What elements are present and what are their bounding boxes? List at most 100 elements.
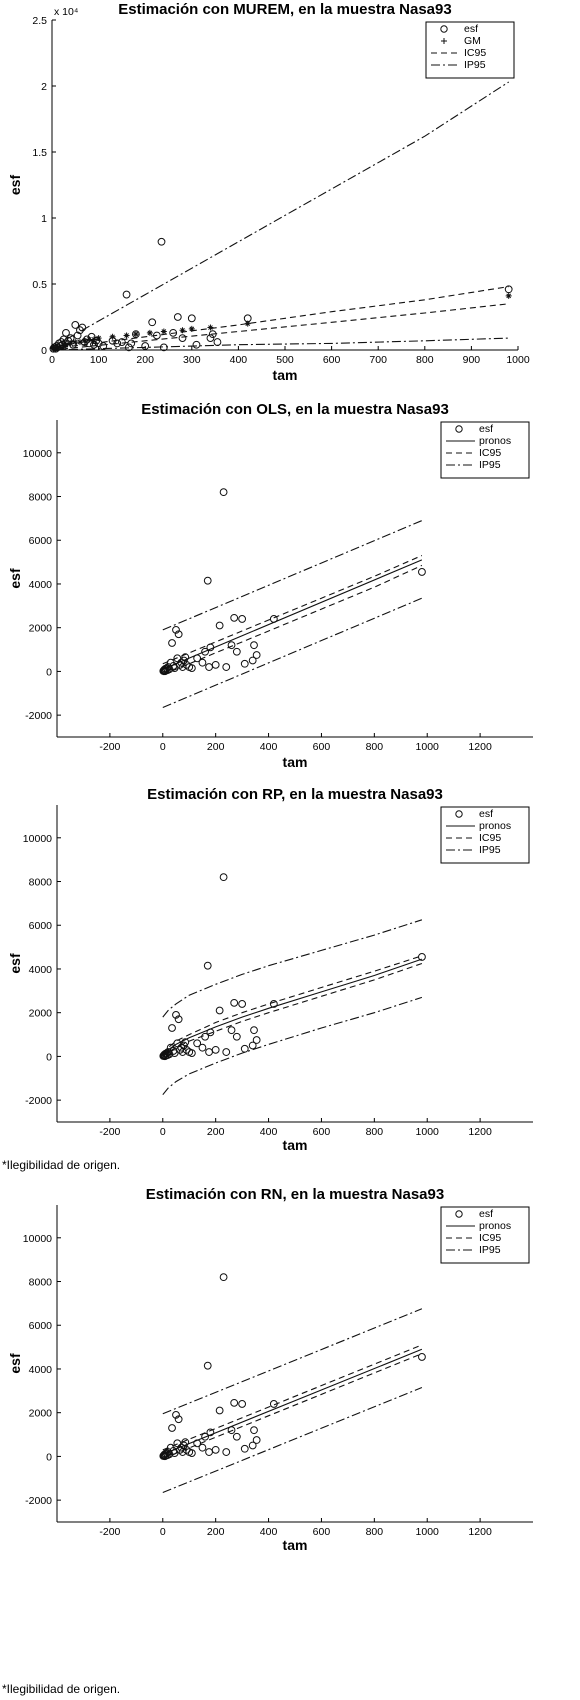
chart-rp-panel: Estimación con RP, en la muestra Nasa93 -…	[0, 777, 580, 1160]
y-tick-label: 8000	[29, 877, 53, 889]
data-point-esf	[215, 621, 224, 630]
y-tick-label: 0	[46, 1051, 52, 1063]
data-point-esf	[269, 1000, 278, 1008]
x-axis-label: tam	[283, 1137, 308, 1153]
chart-murem-panel: Estimación con MUREM, en la muestra Nasa…	[0, 0, 580, 392]
legend-label: IP95	[479, 1244, 501, 1256]
data-point-esf	[157, 237, 166, 246]
y-axis-label: esf	[7, 568, 23, 589]
data-point-esf	[148, 318, 157, 327]
data-point-esf	[174, 630, 183, 639]
data-point-gm	[132, 331, 139, 338]
data-point-esf	[174, 1415, 183, 1424]
x-tick-label: 700	[369, 354, 387, 366]
data-point-esf	[122, 290, 131, 299]
y-tick-label: 1.5	[32, 147, 47, 159]
series-line-ic95	[162, 554, 423, 665]
data-point-esf	[219, 488, 228, 497]
legend-box	[425, 21, 515, 79]
data-point-esf	[205, 1448, 213, 1456]
x-tick-label: 0	[49, 354, 55, 366]
data-point-esf	[215, 1006, 224, 1015]
x-tick-label: 100	[90, 354, 108, 366]
data-point-gm	[67, 340, 74, 347]
x-axis-label: tam	[273, 367, 298, 383]
data-point-esf	[232, 647, 241, 656]
y-tick-label: 1	[41, 213, 47, 225]
y-tick-label: 0	[46, 1451, 52, 1463]
y-tick-label: 2.5	[32, 15, 47, 27]
series-line-ic95	[51, 286, 509, 350]
data-point-gm	[179, 327, 186, 334]
x-tick-label: 800	[416, 354, 434, 366]
data-point-esf	[206, 1428, 215, 1437]
data-point-esf	[203, 961, 212, 970]
data-point-esf	[201, 647, 209, 656]
data-point-esf	[187, 314, 196, 323]
data-point-esf	[230, 998, 239, 1007]
data-point-esf	[219, 873, 228, 882]
data-point-esf	[230, 1398, 239, 1407]
y-tick-label: 0	[46, 666, 52, 678]
y-tick-label: 10000	[23, 833, 52, 845]
y-tick-label: 10000	[23, 1233, 52, 1245]
legend-box	[440, 421, 530, 479]
y-tick-label: 6000	[29, 1320, 53, 1332]
data-point-esf	[87, 332, 96, 341]
x-axis-label: tam	[283, 1537, 308, 1553]
legend-label: pronos	[479, 1220, 511, 1232]
chart-title: Estimación con RP, en la muestra Nasa93	[147, 786, 443, 803]
legend-marker	[455, 810, 463, 818]
data-point-esf	[227, 641, 236, 650]
data-point-esf	[252, 651, 261, 659]
y-tick-label: 2000	[29, 1008, 53, 1020]
data-point-esf	[240, 659, 249, 668]
data-point-gm	[90, 336, 97, 343]
data-point-esf	[222, 1048, 231, 1056]
data-point-gm	[76, 339, 83, 346]
y-multiplier-label: x 10⁴	[54, 6, 78, 18]
x-tick-label: 0	[160, 741, 166, 753]
x-tick-label: 600	[313, 741, 331, 753]
chart-title: Estimación con RN, en la muestra Nasa93	[146, 1186, 444, 1203]
data-point-esf	[78, 323, 87, 332]
data-point-esf	[174, 1015, 183, 1024]
legend-label: IC95	[479, 832, 501, 844]
x-tick-label: 400	[260, 1526, 278, 1538]
series-line-pronos	[162, 958, 423, 1056]
data-point-esf	[250, 1026, 258, 1035]
legend-label: esf	[464, 23, 478, 35]
legend-label: esf	[479, 423, 493, 435]
data-point-esf	[192, 340, 201, 349]
x-tick-label: 1000	[416, 741, 440, 753]
x-tick-label: 200	[207, 1526, 225, 1538]
legend-label: pronos	[479, 820, 511, 832]
chart-ols: Estimación con OLS, en la muestra Nasa93…	[7, 401, 533, 770]
data-point-esf	[168, 1424, 176, 1432]
data-point-esf	[248, 1441, 257, 1450]
x-tick-label: 900	[463, 354, 481, 366]
data-point-esf	[252, 1436, 261, 1444]
data-point-esf	[206, 334, 215, 343]
data-point-esf	[173, 313, 182, 321]
data-point-esf	[203, 1361, 212, 1370]
data-point-esf	[238, 615, 247, 623]
data-point-esf	[213, 338, 222, 346]
illegibility-note: *Ilegibilidad de origen.	[2, 1682, 121, 1696]
x-tick-label: 1200	[468, 741, 492, 753]
y-tick-label: 0	[41, 345, 47, 357]
x-tick-label: 200	[136, 354, 154, 366]
y-tick-label: 0.5	[32, 279, 47, 291]
data-point-esf	[418, 568, 426, 576]
data-point-esf	[205, 663, 213, 671]
series-line-ip95	[162, 996, 423, 1096]
data-point-esf	[172, 625, 180, 634]
legend-marker	[455, 425, 463, 433]
data-point-esf	[215, 1406, 224, 1415]
series-line-ic95	[51, 303, 509, 351]
data-point-gm	[505, 292, 512, 299]
data-point-esf	[118, 338, 126, 346]
series-line-ic95	[162, 1353, 423, 1460]
series-line-ic95	[162, 955, 423, 1055]
data-point-esf	[504, 285, 513, 294]
